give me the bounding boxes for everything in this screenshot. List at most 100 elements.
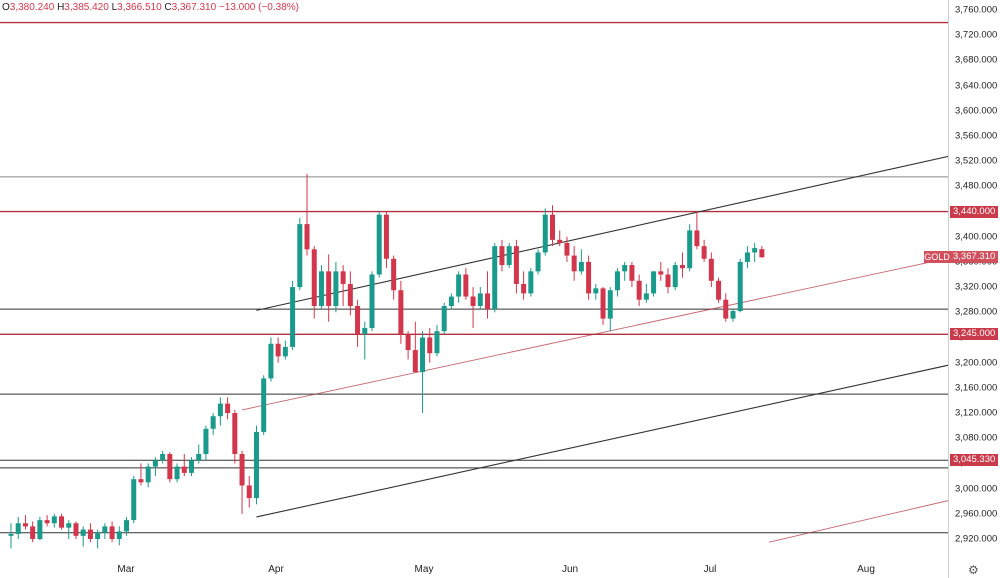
time-tick-label: Apr xyxy=(268,564,284,575)
price-tick-label: 3,320.000 xyxy=(955,281,998,293)
candle-body xyxy=(456,274,462,297)
candle-body xyxy=(326,271,332,306)
price-tick-label: 3,080.000 xyxy=(955,432,998,444)
candle-body xyxy=(217,403,223,417)
candle-body xyxy=(752,248,758,253)
candle-body xyxy=(412,350,418,373)
candle-body xyxy=(643,293,649,300)
candle-body xyxy=(550,214,555,240)
candle-body xyxy=(687,230,693,269)
gear-icon: ⚙ xyxy=(968,563,979,577)
candle-body xyxy=(268,343,274,379)
candle-body xyxy=(239,453,245,486)
candle-body xyxy=(499,246,505,266)
time-tick-label: Jun xyxy=(561,564,579,575)
time-tick-label: May xyxy=(414,564,434,575)
candle-body xyxy=(593,288,599,294)
candle-body xyxy=(95,532,101,539)
candle-body xyxy=(470,296,476,306)
candle-body xyxy=(59,516,65,528)
price-tick-label: 3,600.000 xyxy=(955,105,998,117)
price-tick-label: 3,640.000 xyxy=(955,80,998,92)
price-tick-label: 3,480.000 xyxy=(955,180,998,192)
candle-body xyxy=(102,526,108,533)
candle-body xyxy=(737,261,743,312)
candle-body xyxy=(557,239,563,244)
candle-body xyxy=(261,378,267,432)
candle-body xyxy=(434,331,440,354)
candle-body xyxy=(578,261,584,272)
candle-body xyxy=(362,328,368,335)
candle-body xyxy=(297,224,303,288)
candle-body xyxy=(304,224,310,250)
candle-body xyxy=(730,311,736,319)
price-tick-label: 2,960.000 xyxy=(955,508,998,520)
candle-body xyxy=(629,265,635,281)
candle-body xyxy=(614,271,620,291)
candle-body xyxy=(708,258,714,281)
price-tick-label: 3,200.000 xyxy=(955,357,998,369)
candle-body xyxy=(189,460,194,473)
price-tick-label: 3,000.000 xyxy=(955,483,998,495)
open-value: 3,380.240 xyxy=(9,2,55,13)
close-value: 3,367.310 xyxy=(171,2,217,13)
price-tick-label: 2,920.000 xyxy=(955,533,998,545)
candle-body xyxy=(124,520,130,532)
candle-body xyxy=(253,431,259,499)
candle-body xyxy=(759,249,765,258)
price-tag: 3,367.310 xyxy=(950,251,998,264)
candle-body xyxy=(513,246,519,284)
candle-body xyxy=(636,280,642,300)
candle-body xyxy=(8,533,14,536)
settings-button[interactable]: ⚙ xyxy=(968,563,979,577)
candle-body xyxy=(701,246,707,259)
candle-body xyxy=(109,526,115,539)
candle-body xyxy=(340,271,346,284)
candle-body xyxy=(651,271,657,294)
candle-body xyxy=(427,337,433,354)
candle-body xyxy=(521,283,527,294)
candle-body xyxy=(66,523,72,528)
candle-body xyxy=(290,287,296,347)
candle-body xyxy=(528,271,534,294)
candle-body xyxy=(391,258,397,291)
price-tick-label: 3,400.000 xyxy=(955,231,998,243)
candle-body xyxy=(485,293,491,310)
candle-body xyxy=(506,246,512,266)
candle-body xyxy=(51,516,57,524)
candle-body xyxy=(607,290,613,319)
candle-body xyxy=(679,265,685,269)
ohlc-legend: O3,380.240 H3,385.420 L3,366.510 C3,367.… xyxy=(2,2,299,13)
candle-body xyxy=(376,214,382,275)
candle-body xyxy=(535,252,541,272)
low-value: 3,366.510 xyxy=(117,2,162,13)
candle-body xyxy=(318,271,324,306)
time-tick-label: Mar xyxy=(117,564,135,575)
candle-body xyxy=(355,305,361,335)
price-chart[interactable] xyxy=(0,0,948,578)
candle-body xyxy=(167,453,173,480)
candle-body xyxy=(405,334,411,351)
candle-body xyxy=(463,274,469,297)
candle-body xyxy=(87,529,93,539)
candle-body xyxy=(398,290,404,335)
candle-body xyxy=(564,243,570,256)
low-label: L xyxy=(111,2,118,13)
candle-body xyxy=(441,305,447,332)
candle-body xyxy=(282,346,288,357)
price-tick-label: 3,120.000 xyxy=(955,407,998,419)
change-value: −13.000 (−0.38%) xyxy=(218,2,299,13)
candle-body xyxy=(586,261,592,294)
price-tick-label: 3,280.000 xyxy=(955,306,998,318)
candle-body xyxy=(694,230,700,247)
high-label: H xyxy=(57,2,65,13)
price-axis[interactable]: 3,760.000 3,720.000 3,680.000 3,640.000 3,60… xyxy=(948,0,1000,578)
time-tick-label: Jul xyxy=(703,564,717,575)
candle-body xyxy=(152,460,158,467)
candle-body xyxy=(600,288,606,319)
candle-body xyxy=(80,529,86,536)
candle-body xyxy=(275,343,281,357)
trendline-channel-upper xyxy=(256,155,948,311)
candle-body xyxy=(196,453,202,461)
candle-body xyxy=(665,274,671,288)
